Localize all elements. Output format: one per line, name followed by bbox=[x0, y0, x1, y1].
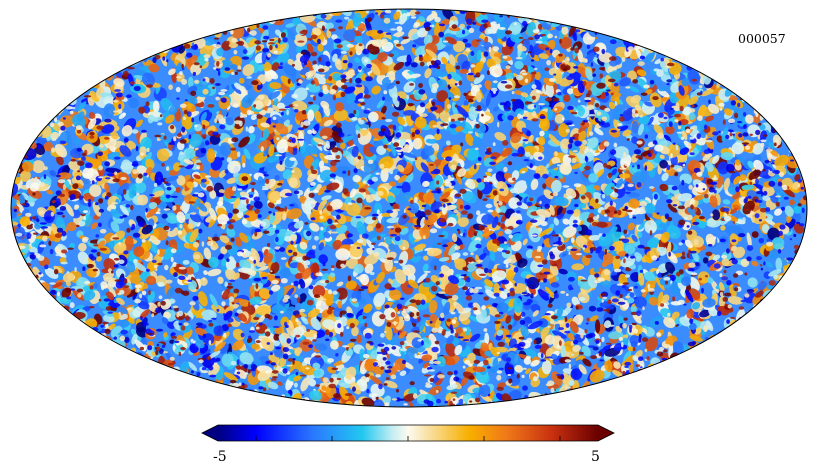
colorbar-ticks bbox=[255, 436, 561, 441]
colorbar-gradient bbox=[218, 425, 598, 441]
map-outline bbox=[10, 8, 808, 408]
colorbar-outline bbox=[201, 424, 615, 442]
colorbar-min-label: -5 bbox=[213, 449, 227, 465]
colorbar-low-extension bbox=[202, 425, 218, 441]
map-identifier-label: 000057 bbox=[738, 31, 786, 46]
colorbar-high-extension bbox=[598, 425, 614, 441]
colorbar-max-label: 5 bbox=[591, 449, 600, 465]
sky-map bbox=[11, 9, 807, 407]
fluctuation-field bbox=[11, 9, 807, 407]
colorbar bbox=[201, 424, 615, 442]
